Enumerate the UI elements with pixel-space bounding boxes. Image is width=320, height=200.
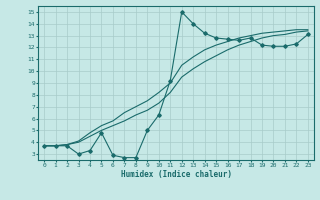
X-axis label: Humidex (Indice chaleur): Humidex (Indice chaleur) bbox=[121, 170, 231, 179]
